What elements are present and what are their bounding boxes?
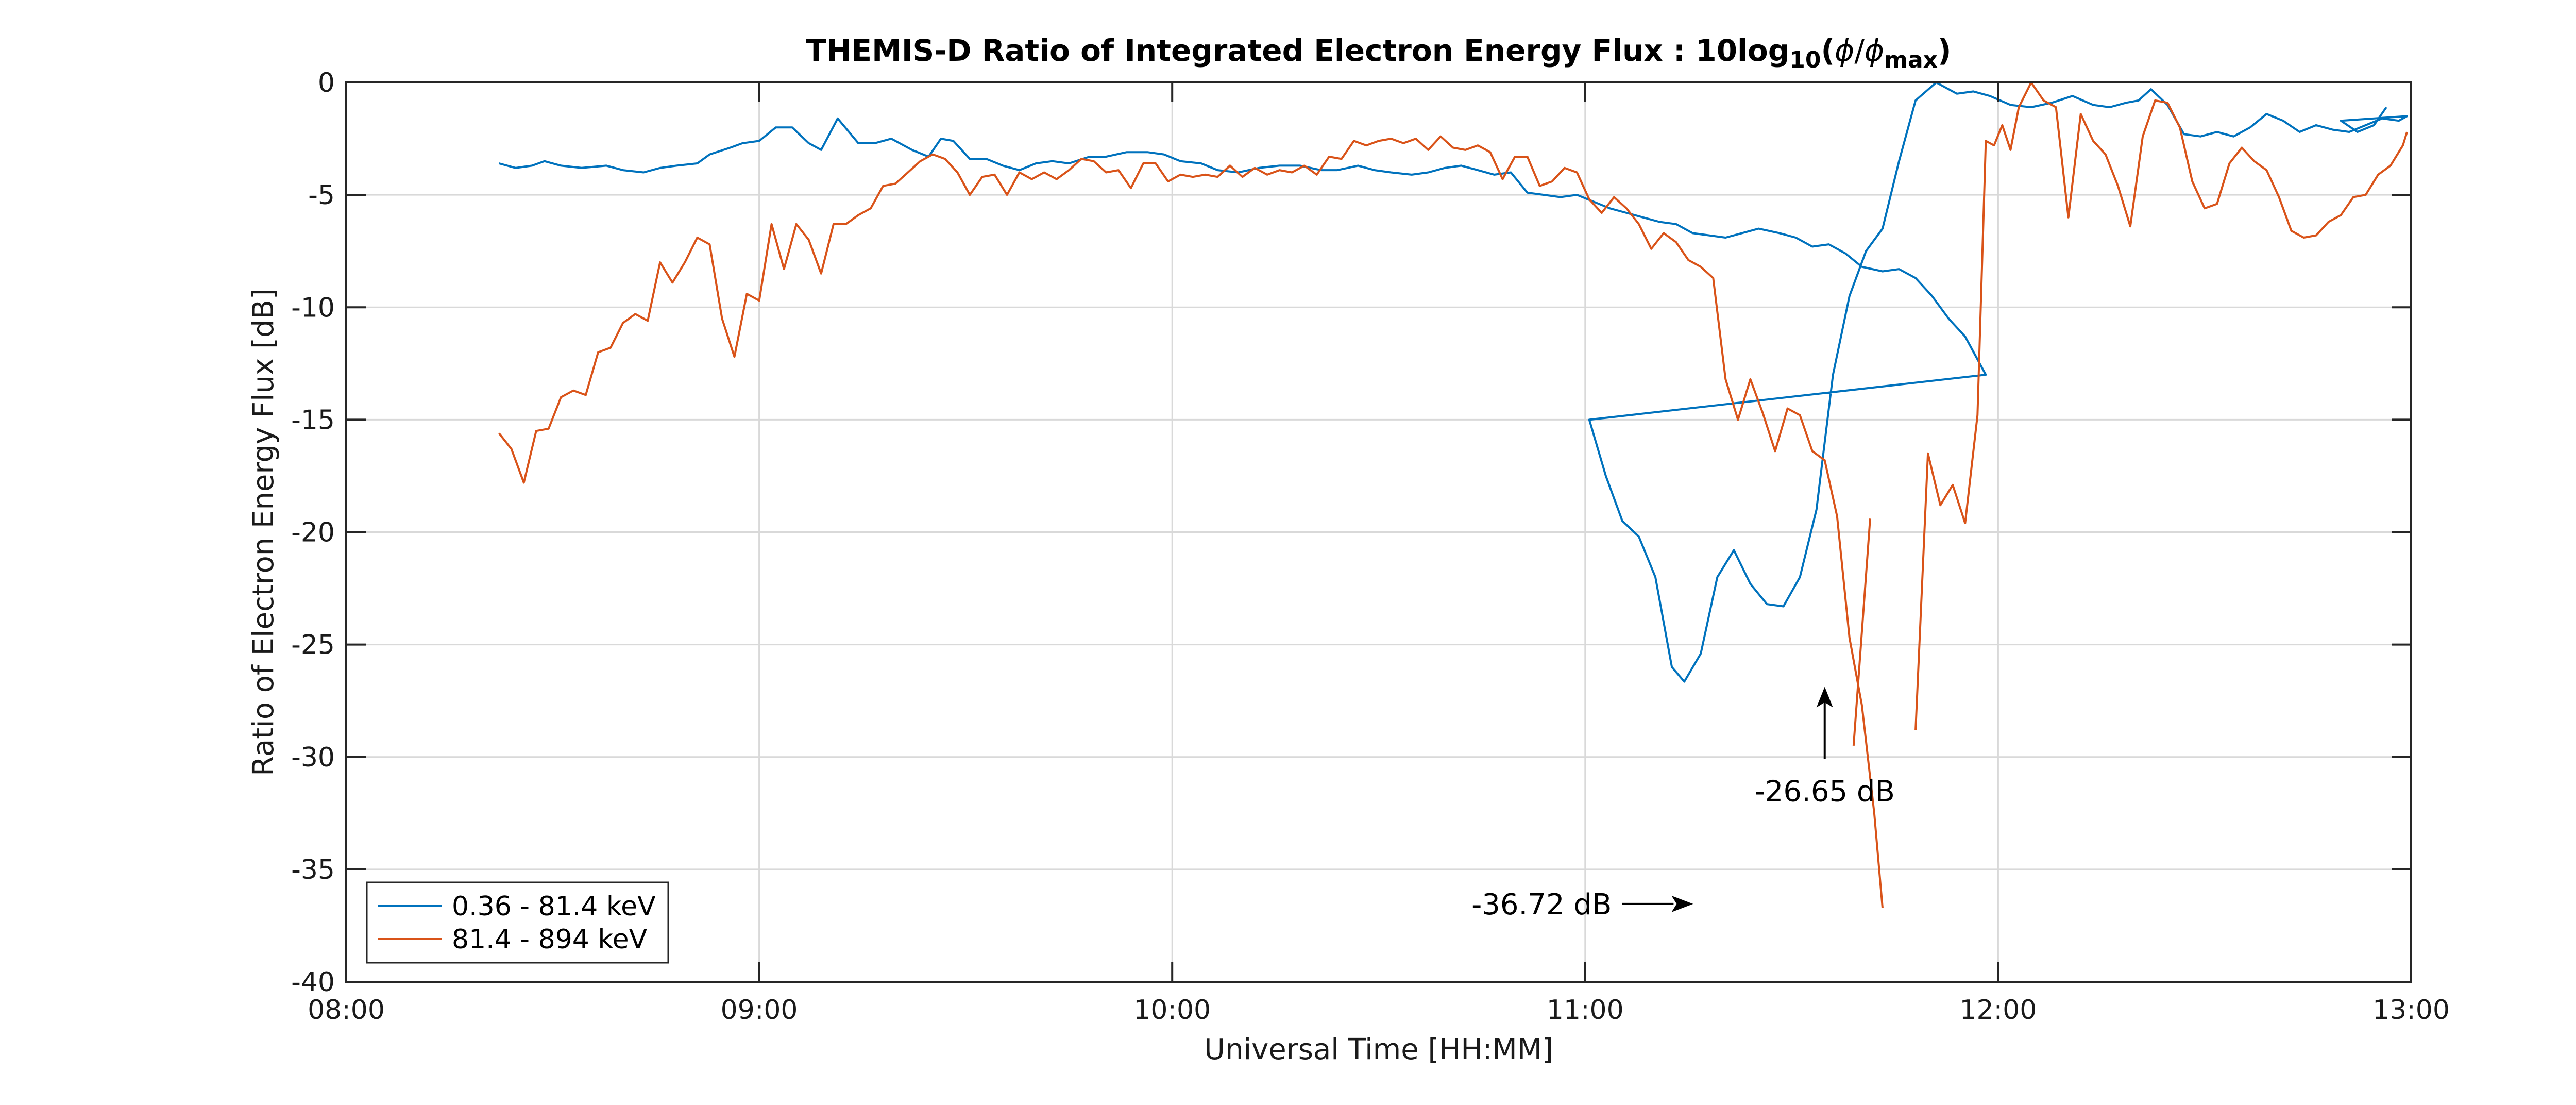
chart-title: THEMIS-D Ratio of Integrated Electron En… xyxy=(806,33,1951,73)
y-tick-label: -30 xyxy=(291,742,335,773)
title-main: THEMIS-D Ratio of Integrated Electron En… xyxy=(806,33,1789,68)
y-axis-label: Ratio of Electron Energy Flux [dB] xyxy=(247,288,280,776)
annotations: -26.65 dB -36.72 dB xyxy=(1471,687,1895,922)
ticks xyxy=(345,81,2412,983)
x-tick-label: 10:00 xyxy=(1133,995,1211,1026)
annotation-arrow-head xyxy=(1816,687,1833,708)
x-tick-label: 08:00 xyxy=(308,995,385,1026)
y-tick-label: -5 xyxy=(308,180,335,211)
series-1-line xyxy=(499,81,2408,683)
title-paren-open: ( xyxy=(1821,33,1835,68)
annotation-arrow-head xyxy=(1671,895,1693,912)
title-max: max xyxy=(1884,47,1938,73)
x-tick-label: 12:00 xyxy=(1959,995,2037,1026)
legend-entry-1: 0.36 - 81.4 keV xyxy=(452,891,656,922)
title-sub: 10 xyxy=(1789,47,1821,73)
legend-box xyxy=(366,881,669,964)
series-layer xyxy=(498,81,2408,909)
y-tick-label: -40 xyxy=(291,967,335,998)
x-tick-label: 13:00 xyxy=(2372,995,2450,1026)
y-tick-label: -15 xyxy=(291,405,335,436)
annotation-min-high-energy: -36.72 dB xyxy=(1471,888,1612,922)
y-tick-label: -35 xyxy=(291,855,335,885)
y-tick-label: -20 xyxy=(291,517,335,548)
tick-labels: 08:00 09:00 10:00 11:00 12:00 13:00 0 -5 -10 -15 -… xyxy=(291,68,2450,1026)
series-2-line xyxy=(1852,518,1871,746)
title-phi2: ϕ xyxy=(1865,33,1884,68)
annotation-min-low-energy: -26.65 dB xyxy=(1755,775,1895,809)
title-paren-close: ) xyxy=(1938,33,1952,68)
x-tick-label: 11:00 xyxy=(1547,995,1624,1026)
x-axis-label: Universal Time [HH:MM] xyxy=(1204,1033,1553,1066)
series-2-line xyxy=(498,135,1884,909)
y-tick-label: -10 xyxy=(291,292,335,323)
x-tick-label: 09:00 xyxy=(721,995,798,1026)
title-phi: ϕ xyxy=(1835,33,1854,68)
legend-entry-2: 81.4 - 894 keV xyxy=(452,924,648,955)
title-slash: / xyxy=(1854,33,1865,68)
y-tick-label: -25 xyxy=(291,630,335,661)
series-2-line xyxy=(1914,81,2408,730)
y-tick-label: 0 xyxy=(318,68,335,98)
